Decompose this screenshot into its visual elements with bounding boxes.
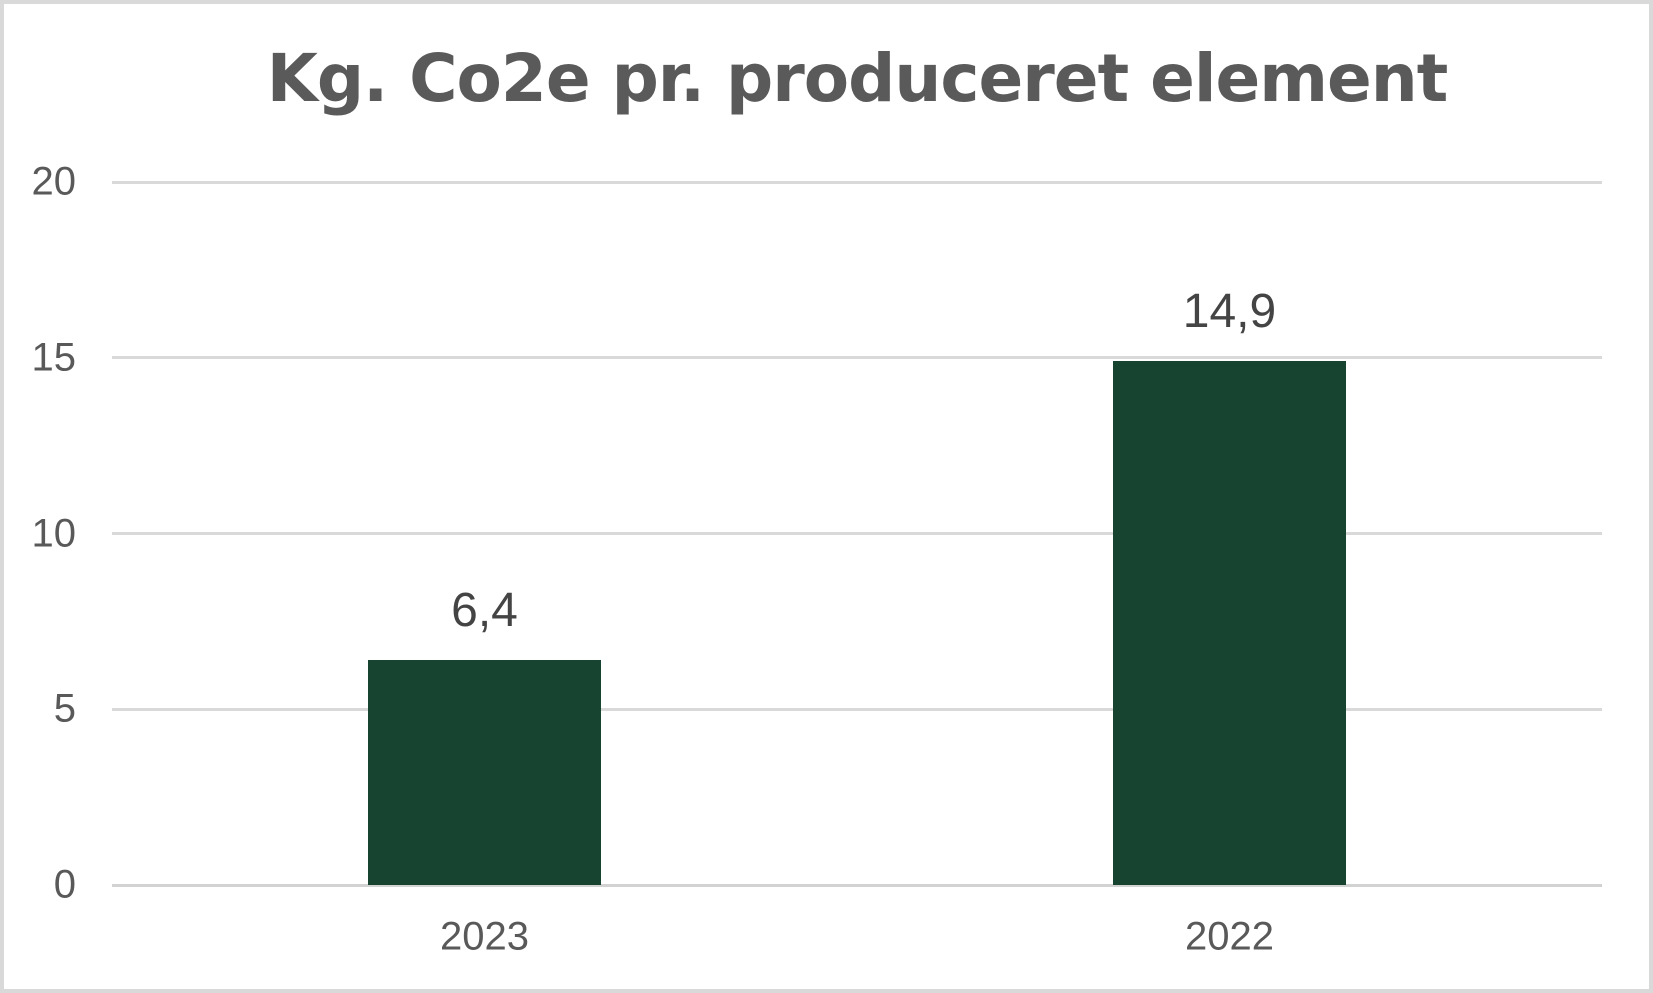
y-tick-label: 20 [31,159,77,204]
x-axis-label: 2022 [1185,914,1274,959]
y-tick-label: 10 [31,511,77,555]
y-gridline [112,356,1602,360]
bar-value-label: 14,9 [1182,285,1277,339]
chart-title: Kg. Co2e pr. produceret element [266,40,1449,117]
bar-value-label: 6,4 [451,584,518,638]
x-axis-label: 2023 [440,914,529,959]
y-tick-label: 5 [53,686,76,731]
bar-2022 [1113,361,1346,885]
y-gridline [112,180,1602,184]
y-tick-label: 15 [31,335,77,380]
y-gridline [112,707,1602,711]
plot-area: 20 15 10 5 0 6,4 2023 14,9 2022 [32,160,1602,959]
x-axis-line [112,883,1602,887]
y-tick-label: 0 [53,862,76,907]
y-gridline [112,532,1602,535]
bar-2023 [368,660,601,885]
